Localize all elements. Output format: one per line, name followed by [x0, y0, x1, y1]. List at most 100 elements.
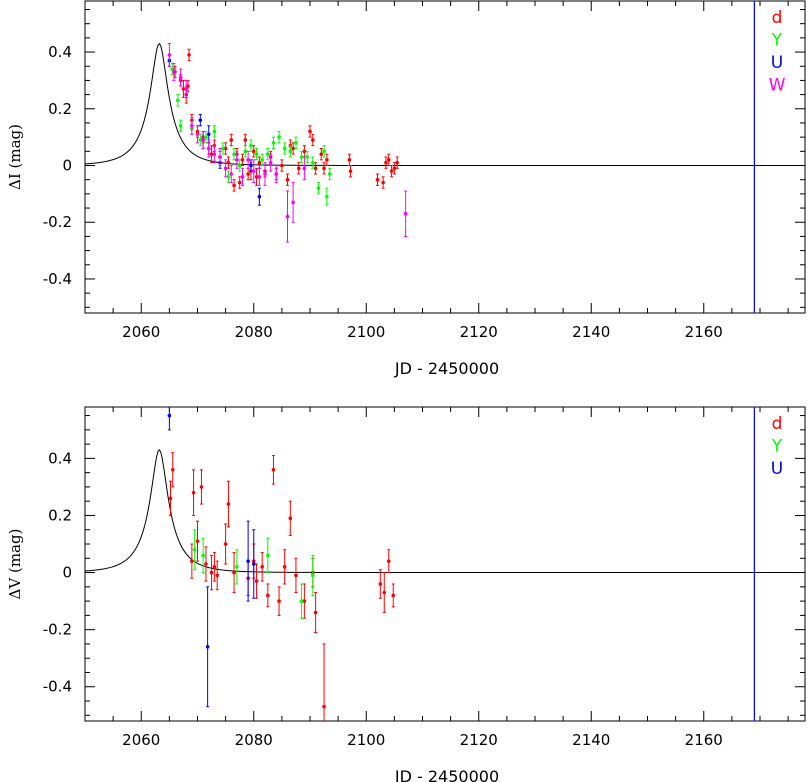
top-panel-delta-i: 2060 2080 2100 2120 2140 2160 -0.4 -0.2 0 0.2 0.4 J…: [6, 0, 806, 378]
data-point-W: [235, 150, 239, 169]
data-point-W: [302, 156, 307, 181]
y-tick-label: 0.2: [48, 100, 72, 118]
y-axis-title: ΔI (mag): [6, 124, 24, 190]
data-point-W: [291, 182, 295, 223]
y-tick-label: -0.4: [43, 270, 72, 288]
data-point-Y: [322, 145, 326, 158]
plot-frame: [84, 406, 806, 722]
data-point-d: [199, 469, 204, 505]
data-point-d: [381, 176, 385, 189]
data-point-W: [167, 43, 172, 67]
y-tick-label: -0.2: [43, 621, 72, 639]
legend-entry-W: W: [769, 76, 786, 96]
data-point-U: [246, 520, 250, 602]
data-point-d: [212, 552, 217, 582]
data-point-d: [191, 469, 196, 516]
data-point-U: [198, 113, 203, 127]
data-point-d: [311, 133, 315, 147]
data-point-Y: [260, 153, 264, 167]
data-point-d: [168, 480, 173, 516]
data-point-d: [209, 145, 214, 164]
data-point-W: [178, 68, 183, 87]
data-point-d: [392, 162, 397, 175]
data-point-d: [195, 520, 200, 562]
data-point-Y: [249, 139, 253, 152]
data-point-U: [167, 407, 172, 431]
x-tick-label: 2080: [235, 323, 273, 341]
data-point-d: [260, 552, 264, 582]
data-point-d: [186, 79, 190, 93]
y-tick-label: 0.4: [48, 449, 72, 467]
data-point-d: [190, 543, 194, 579]
data-point-W: [218, 147, 222, 167]
legend-entry-Y: Y: [771, 437, 783, 457]
data-point-d: [322, 643, 326, 721]
data-point-d: [384, 156, 388, 169]
bottom-panel-delta-v: 2060 2080 2100 2120 2140 2160 -0.4 -0.2 0 0.2 0.4 J…: [6, 406, 806, 782]
data-point-Y: [294, 136, 298, 149]
data-point-W: [251, 159, 256, 184]
legend-entry-Y: Y: [771, 31, 783, 51]
data-point-Y: [266, 537, 270, 574]
data-point-d: [280, 159, 284, 172]
data-point-Y: [201, 537, 205, 574]
data-point-Y: [178, 119, 183, 132]
model-curve: [85, 42, 805, 167]
data-point-d: [187, 48, 191, 62]
data-point-d: [302, 583, 307, 619]
data-point-U: [249, 159, 253, 172]
x-tick-label: 2120: [460, 323, 498, 341]
data-point-Y: [235, 549, 239, 585]
x-axis-title: JD - 2450000: [394, 767, 499, 782]
data-point-d: [223, 142, 228, 155]
data-point-Y: [226, 170, 231, 184]
data-area: [85, 1, 805, 313]
data-point-Y: [282, 142, 287, 155]
data-point-d: [391, 583, 396, 608]
data-point-d: [296, 162, 301, 175]
data-point-d: [232, 552, 236, 594]
y-tick-label: 0.4: [48, 43, 72, 61]
x-tick-label: 2100: [347, 731, 385, 749]
y-axis-title: ΔV (mag): [6, 529, 24, 600]
data-point-Y: [204, 130, 208, 144]
plot-frame: [84, 0, 806, 314]
data-point-d: [232, 179, 236, 192]
data-point-W: [263, 162, 267, 186]
data-point-d: [348, 165, 353, 178]
data-point-U: [205, 586, 210, 708]
data-point-d: [254, 167, 259, 186]
data-point-d: [257, 156, 262, 169]
x-tick-label: 2140: [572, 323, 610, 341]
data-point-Y: [271, 136, 276, 149]
data-point-d: [322, 162, 326, 175]
data-point-d: [266, 583, 270, 608]
data-point-Y: [305, 150, 309, 164]
data-point-Y: [170, 62, 174, 76]
data-point-Y: [288, 145, 293, 158]
data-point-d: [226, 156, 231, 169]
data-point-d: [226, 480, 231, 528]
data-point-d: [282, 549, 287, 585]
data-point-d: [204, 546, 208, 582]
data-point-Y: [221, 142, 225, 155]
y-tick-label: -0.2: [43, 213, 72, 231]
data-point-d: [325, 153, 329, 167]
data-point-W: [184, 79, 189, 98]
data-point-d: [223, 523, 228, 565]
data-point-Y: [325, 187, 329, 206]
x-tick-label: 2060: [122, 323, 160, 341]
legend-entry-d: d: [772, 414, 783, 434]
data-point-d: [285, 173, 290, 186]
legend-entry-U: U: [771, 53, 783, 73]
x-tick-label: 2060: [122, 731, 160, 749]
data-point-Y: [266, 147, 270, 161]
data-point-d: [308, 125, 312, 138]
data-point-d: [386, 153, 391, 167]
data-point-d: [246, 167, 250, 181]
x-tick-label: 2140: [572, 731, 610, 749]
data-point-Y: [311, 554, 315, 596]
data-point-d: [215, 560, 219, 591]
data-area: [85, 407, 805, 721]
data-point-d: [302, 145, 307, 158]
